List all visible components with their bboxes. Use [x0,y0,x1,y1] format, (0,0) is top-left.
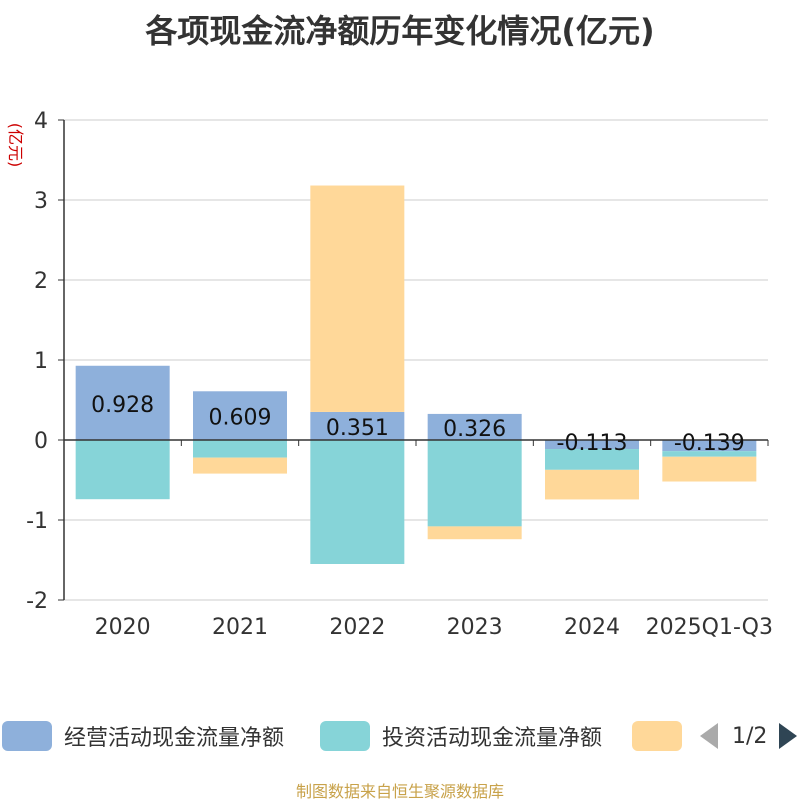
bar-series1 [662,451,757,457]
x-tick-label: 2023 [447,615,503,640]
data-label: 0.928 [91,393,154,418]
prev-page-icon[interactable] [700,723,718,749]
y-axis-label: (亿元) [6,123,25,168]
legend-label-operating: 经营活动现金流量净额 [64,726,285,751]
x-tick-label: 2021 [212,615,268,640]
bar-series1 [193,440,287,458]
bar-series0 [75,365,170,440]
legend-swatch-operating [2,721,52,751]
bar-series0 [310,411,405,440]
x-tick-label: 2022 [329,615,385,640]
bar-series2 [427,526,522,540]
bar-series2 [545,469,639,500]
bar-series0 [545,440,639,450]
data-label: 0.326 [443,417,506,442]
legend-label-investing: 投资活动现金流量净额 [382,726,603,751]
data-label: -0.113 [557,431,628,456]
y-tick-label: -2 [26,589,48,614]
bar-series1 [545,449,639,470]
data-label: 0.609 [209,406,272,431]
x-tick-label: 2020 [95,615,151,640]
y-tick-label: 4 [34,109,48,134]
chart-title: 各项现金流净额历年变化情况(亿元) [145,12,655,50]
legend-pager: 1/2 [700,716,798,756]
legend: 经营活动现金流量净额 投资活动现金流量净额 [0,716,800,756]
bar-series0 [427,413,522,440]
legend-page-indicator: 1/2 [732,723,768,749]
bar-series1 [75,440,170,500]
next-page-icon[interactable] [779,723,798,749]
y-tick-label: 2 [34,269,48,294]
data-label: 0.351 [326,416,389,441]
bar-series1 [427,440,522,527]
legend-swatch-investing [320,721,370,751]
y-tick-label: 1 [34,349,48,374]
legend-item-operating[interactable]: 经营活动现金流量净额 [2,716,284,756]
x-tick-label: 2024 [564,615,620,640]
y-tick-label: 3 [34,189,48,214]
bar-series0 [662,440,757,452]
y-tick-label: 0 [34,429,48,454]
x-tick-label: 2025Q1-Q3 [646,615,773,640]
y-tick-label: -1 [26,509,48,534]
data-label: -0.139 [674,431,745,456]
data-source: 制图数据来自恒生聚源数据库 [295,782,504,801]
bar-series2 [662,456,757,482]
bar-series2 [310,185,405,412]
legend-swatch-financing [632,721,682,751]
bar-series2 [193,457,287,474]
bar-series1 [310,440,405,564]
bar-series0 [193,391,287,440]
legend-item-financing[interactable] [632,716,682,756]
legend-item-investing[interactable]: 投资活动现金流量净额 [320,716,602,756]
